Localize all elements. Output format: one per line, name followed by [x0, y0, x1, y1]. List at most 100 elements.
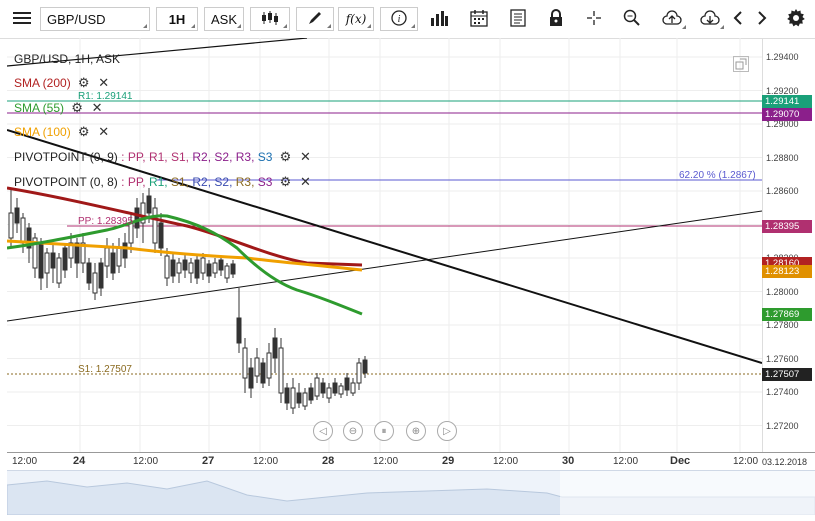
candle-body [344, 377, 350, 391]
candle-body [68, 242, 74, 259]
zoom-button[interactable] [618, 7, 646, 31]
close-icon[interactable]: ✕ [300, 149, 311, 164]
candle-body [302, 392, 308, 407]
candle-body [284, 387, 290, 404]
price-tick: 1.28000 [766, 286, 799, 297]
candle-body [20, 217, 26, 244]
candle-body [248, 367, 254, 389]
pivot-r2: R2, [192, 175, 212, 189]
download-button[interactable] [694, 7, 726, 31]
pan-right-button[interactable]: ▷ [437, 421, 457, 441]
upload-button[interactable] [656, 7, 688, 31]
candle-body [56, 257, 62, 284]
time-tick: Dec [670, 455, 691, 467]
cloud-download-icon [700, 9, 720, 29]
pan-left-button[interactable]: ◁ [313, 421, 333, 441]
indicator-label: SMA (55) [14, 101, 65, 115]
close-icon[interactable]: ✕ [98, 75, 110, 90]
ascending-trend-line [7, 210, 762, 322]
indicator-pivot-2[interactable]: PIVOTPOINT (0, 8) : PP, R1, S1, R2, S2, … [14, 173, 312, 191]
indicator-pivot-1[interactable]: PIVOTPOINT (0, 9) : PP, R1, S1, R2, S2, … [14, 148, 312, 166]
zoom-out-button[interactable]: ⊖ [343, 421, 363, 441]
indicator-sma-100[interactable]: SMA (100) ⚙ ✕ [14, 123, 111, 141]
candle-body [92, 272, 98, 294]
time-axis[interactable] [7, 452, 815, 471]
price-tag-s1: 1.27507 [762, 368, 812, 381]
candle-body [212, 262, 218, 274]
settings-button[interactable] [784, 7, 808, 31]
expand-button[interactable] [733, 56, 749, 72]
candle-body [170, 259, 176, 277]
time-tick: 29 [442, 455, 455, 467]
reset-view-button[interactable]: ⏸ [374, 421, 394, 441]
sma-55-line [7, 214, 363, 316]
indicator-label: SMA (200) [14, 76, 71, 90]
chart-title: GBP/USD, 1H, ASK [14, 50, 120, 68]
gear-icon[interactable]: ⚙ [77, 75, 90, 90]
chart-area[interactable] [7, 38, 762, 452]
timeframe-selector[interactable]: 1H [156, 7, 198, 31]
navigator-strip[interactable] [6, 470, 815, 516]
calendar-icon [470, 9, 488, 30]
indicator-label: PIVOTPOINT (0, 8) [14, 175, 118, 189]
gear-icon[interactable]: ⚙ [279, 174, 292, 189]
candle-body [98, 262, 104, 289]
candle-body [134, 207, 140, 229]
calendar-button[interactable] [464, 7, 494, 31]
arrow-right-icon [757, 10, 767, 29]
zoom-out-icon: ⊖ [348, 425, 358, 437]
navigator-graph [6, 471, 815, 516]
arrow-left-icon [733, 10, 743, 29]
scroll-left-button[interactable] [728, 7, 748, 31]
indicator-sma-55[interactable]: SMA (55) ⚙ ✕ [14, 99, 104, 117]
time-tick: 12:00 [613, 456, 639, 467]
gear-icon[interactable]: ⚙ [71, 100, 83, 115]
gear-icon [787, 8, 805, 30]
symbol-selector[interactable]: GBP/USD [40, 7, 150, 31]
descending-trend-line [7, 129, 762, 364]
drawing-tool-button[interactable] [296, 7, 334, 31]
candle-body [356, 362, 362, 384]
candle-body [182, 259, 188, 271]
price-tick: 1.28600 [766, 186, 799, 196]
volume-button[interactable] [424, 7, 454, 31]
indicator-label: SMA (100) [14, 125, 71, 139]
indicators-button[interactable]: f(x) [338, 7, 374, 31]
candle-body [176, 262, 182, 274]
info-button[interactable]: i [380, 7, 418, 31]
close-icon[interactable]: ✕ [98, 124, 110, 139]
chart-type-button[interactable] [250, 7, 290, 31]
pivot-s1: S1, [171, 150, 190, 164]
time-tick: 12:00 [493, 456, 519, 467]
price-tick: 1.27600 [766, 353, 799, 364]
report-button[interactable] [504, 7, 532, 31]
price-tag-sma55: 1.27869 [762, 308, 812, 321]
bar-chart-icon [430, 10, 448, 29]
scroll-right-button[interactable] [752, 7, 772, 31]
gear-icon[interactable]: ⚙ [279, 149, 292, 164]
pivot-r3: R3, [235, 175, 255, 189]
pivot-r1: R1, [148, 175, 168, 189]
candle-body [146, 195, 152, 214]
crosshair-button[interactable] [580, 7, 608, 31]
menu-button[interactable] [8, 7, 36, 31]
candle-body [266, 352, 272, 379]
candle-body [194, 259, 200, 279]
close-icon[interactable]: ✕ [91, 100, 103, 115]
candle-body [218, 259, 224, 271]
price-axis[interactable] [762, 38, 815, 452]
indicator-sma-200[interactable]: SMA (200) ⚙ ✕ [14, 74, 111, 92]
candle-body [236, 317, 242, 344]
candle-body [314, 377, 320, 397]
close-icon[interactable]: ✕ [300, 174, 311, 189]
price-side-selector[interactable]: ASK [204, 7, 244, 31]
zoom-in-button[interactable]: ⊕ [406, 421, 426, 441]
candle-body [152, 207, 158, 244]
candle-body [296, 392, 302, 404]
price-tag-r1: 1.29141 [762, 95, 812, 108]
price-chart[interactable] [7, 38, 762, 452]
gear-icon[interactable]: ⚙ [77, 124, 90, 139]
r1-level-label: R1: 1.29141 [78, 91, 133, 102]
candle-body [14, 207, 20, 224]
lock-button[interactable] [542, 7, 570, 31]
